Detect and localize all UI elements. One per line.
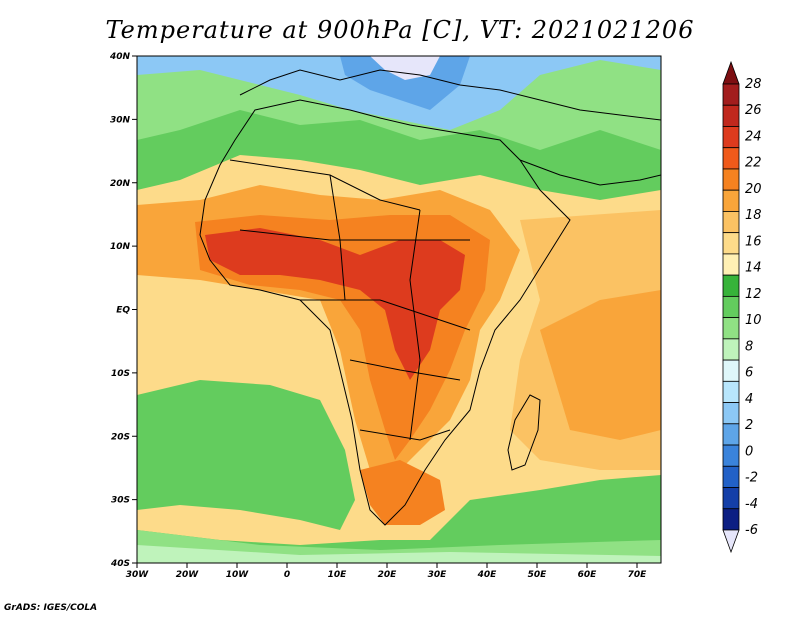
colorbar-label: 28 <box>745 77 762 92</box>
madagascar <box>507 394 541 471</box>
colorbar-label: 14 <box>745 261 762 276</box>
colorbar-label: 8 <box>745 339 753 354</box>
africa-coastline <box>199 99 571 526</box>
colorbar-box <box>722 211 740 234</box>
lon-label: 60E <box>578 570 598 580</box>
colorbar-label: 24 <box>745 129 762 144</box>
colorbar-box <box>722 147 740 170</box>
colorbar-label: 12 <box>745 287 762 302</box>
border-7 <box>409 209 421 441</box>
colorbar-top-tip <box>722 60 740 85</box>
colorbar-box <box>722 295 740 319</box>
colorbar-label: 0 <box>745 444 753 459</box>
colorbar-box <box>722 274 740 297</box>
arabia-coast <box>519 159 661 186</box>
lon-label: 10E <box>328 570 348 580</box>
border-3 <box>300 299 471 331</box>
colorbar-box <box>722 444 740 467</box>
colorbar-label: 20 <box>745 182 762 197</box>
field-south-cold <box>137 545 661 563</box>
colorbar-box <box>722 168 740 191</box>
colorbar-box <box>722 232 740 255</box>
colorbar-box <box>722 487 740 510</box>
colorbar-box <box>722 402 740 425</box>
colorbar-box <box>722 253 740 276</box>
lat-label: 30N <box>110 115 131 125</box>
colorbar-label: -2 <box>745 471 758 486</box>
colorbar-label: 22 <box>745 156 762 171</box>
lon-label: 40E <box>477 570 498 580</box>
lon-label: 10W <box>226 570 250 580</box>
field-south-green-east <box>137 475 661 563</box>
lat-label: 30S <box>111 496 130 506</box>
colorbar-label: 18 <box>745 208 762 223</box>
field-eastern-hot <box>540 290 661 440</box>
colorbar-box <box>722 423 740 446</box>
colorbar-label: 16 <box>745 234 762 249</box>
temperature-field <box>137 56 661 563</box>
border-1 <box>229 159 421 211</box>
border-2 <box>239 229 470 241</box>
colorbar-label: -4 <box>745 497 758 512</box>
field-north-colder <box>340 56 470 110</box>
field-hottest <box>205 228 465 380</box>
europe-coast <box>239 69 661 121</box>
lon-label: 20W <box>176 570 200 580</box>
lon-label: 20E <box>378 570 398 580</box>
colorbar-label: 2 <box>745 418 753 433</box>
map-title: Temperature at 900hPa [C], VT: 202102120… <box>105 16 695 44</box>
lon-label: 50E <box>528 570 548 580</box>
lat-label: 20N <box>110 179 131 189</box>
colorbar-box <box>722 338 740 361</box>
longitude-axis: 30W 20W 10W 0 10E 20E 30E 40E 50E 60E 70E <box>126 563 647 580</box>
coastlines <box>199 69 661 526</box>
field-north-coldest <box>370 56 440 80</box>
credit-label: GrADS: IGES/COLA <box>4 603 98 613</box>
colorbar-label: 26 <box>745 103 762 118</box>
colorbar-label: -6 <box>745 523 758 538</box>
colorbar-box <box>722 126 740 149</box>
lat-label: EQ <box>116 306 130 316</box>
lat-label: 20S <box>111 432 130 442</box>
latitude-axis: 40N 30N 20N 10N EQ 10S 20S 30S 40S <box>109 52 137 569</box>
colorbar-label: 4 <box>745 392 753 407</box>
colorbar-box <box>722 380 740 403</box>
lat-label: 10N <box>110 242 131 252</box>
colorbar-box <box>722 317 740 340</box>
lon-label: 30W <box>126 570 150 580</box>
colorbar-label: 10 <box>745 313 762 328</box>
colorbar-bottom-tip <box>722 529 740 554</box>
border-5 <box>359 429 451 441</box>
lat-label: 40S <box>110 559 130 569</box>
colorbar-box <box>722 508 740 531</box>
lon-label: 0 <box>284 570 290 580</box>
colorbar-box <box>722 189 740 212</box>
border-6 <box>329 174 346 301</box>
colorbar-box <box>722 465 740 488</box>
lon-label: 70E <box>628 570 648 580</box>
border-4 <box>349 359 461 381</box>
colorbar-box <box>722 83 740 106</box>
colorbar-box <box>722 359 740 382</box>
colorbar-box <box>722 104 740 127</box>
field-south-green <box>137 380 355 530</box>
lat-label: 10S <box>111 369 130 379</box>
lon-label: 30E <box>428 570 448 580</box>
lat-label: 40N <box>109 52 131 62</box>
colorbar-label: 6 <box>745 366 753 381</box>
field-hot-south <box>360 460 445 525</box>
